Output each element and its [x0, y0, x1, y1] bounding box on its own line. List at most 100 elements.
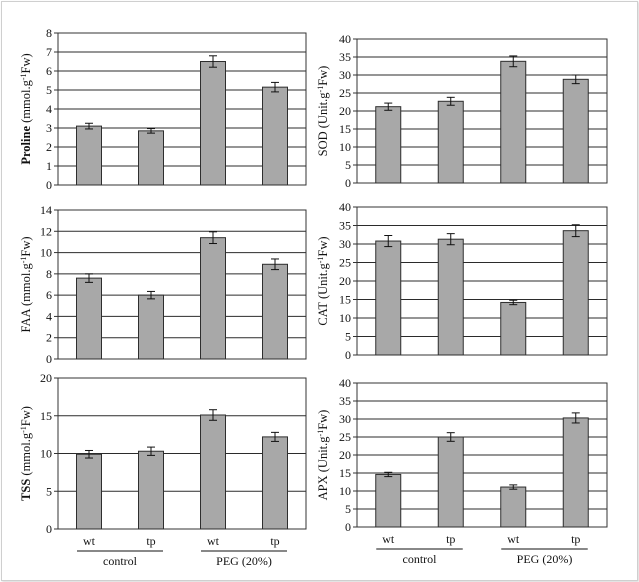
- y-tick-label: 4: [46, 309, 52, 323]
- bar: [375, 106, 402, 184]
- y-tick-label: 5: [345, 502, 351, 516]
- y-axis-label-unit: (mmol.g: [19, 263, 33, 310]
- y-tick-label: 8: [46, 26, 52, 40]
- y-tick-label: 10: [339, 484, 351, 498]
- plot-frame: [57, 209, 307, 360]
- bar: [500, 301, 527, 356]
- bar: [262, 86, 288, 186]
- y-tick-label: 10: [40, 246, 52, 260]
- y-tick-label: 2: [46, 140, 52, 154]
- y-axis-label-name: APX: [316, 475, 330, 500]
- bar: [500, 486, 527, 528]
- x-tick-label: wt: [507, 532, 520, 546]
- y-tick-label: 25: [339, 256, 351, 270]
- y-tick-label: 15: [339, 122, 351, 136]
- x-tick-label: wt: [83, 534, 96, 548]
- y-tick-label: 5: [345, 158, 351, 172]
- y-tick-label: 0: [46, 352, 52, 366]
- y-tick-label: 15: [339, 466, 351, 480]
- y-tick-label: 40: [339, 200, 351, 214]
- plot-frame: [356, 206, 608, 356]
- bar: [138, 130, 164, 186]
- bar: [200, 414, 226, 530]
- y-tick-label: 1: [46, 159, 52, 173]
- y-tick-label: 6: [46, 64, 52, 78]
- y-axis-label-unit: (Unit.g: [316, 263, 330, 303]
- y-tick-label: 25: [339, 430, 351, 444]
- y-tick-label: 6: [46, 288, 52, 302]
- x-tick-label: tp: [146, 534, 155, 548]
- y-tick-label: 20: [339, 274, 351, 288]
- y-axis-label: TSS (mmol.g-1Fw): [19, 406, 33, 501]
- y-axis-label-unit-end: Fw): [316, 236, 330, 256]
- chart-panel-5: 0 5 10 15 20 wt tp wt tp control PEG (20%) TSS (mmo…: [19, 371, 307, 568]
- bar: [562, 78, 589, 184]
- bar: [200, 237, 226, 360]
- y-tick-label: 0: [345, 348, 351, 362]
- bar: [500, 60, 527, 184]
- y-tick-label: 15: [40, 409, 52, 423]
- y-tick-label: 35: [339, 50, 351, 64]
- chart-panel-2: 0 5 10 15 20 25 30 35 40 SOD (Unit.g-1Fw): [316, 32, 608, 190]
- chart-panel-4: 0 5 10 15 20 25 30 35 40 CAT (Unit.g-1Fw): [316, 200, 608, 362]
- y-tick-label: 2: [46, 331, 52, 345]
- group-label-control: control: [103, 554, 138, 568]
- y-tick-label: 40: [339, 32, 351, 46]
- y-tick-label: 3: [46, 121, 52, 135]
- group-label-control: control: [403, 552, 438, 566]
- y-tick-label: 35: [339, 394, 351, 408]
- y-tick-label: 25: [339, 86, 351, 100]
- y-tick-label: 5: [345, 330, 351, 344]
- bar: [200, 61, 226, 186]
- bar: [76, 453, 102, 530]
- y-tick-label: 10: [40, 447, 52, 461]
- y-tick-label: 0: [46, 522, 52, 536]
- y-axis-label-unit-end: Fw): [19, 53, 33, 73]
- chart-panel-6: 0 5 10 15 20 25 30 35 40 wt tp wt tp control PEG (20%)…: [316, 376, 608, 566]
- y-tick-label: 20: [339, 448, 351, 462]
- bar: [562, 417, 589, 528]
- plot-frame: [57, 32, 307, 186]
- y-axis-label-name: TSS: [19, 479, 33, 501]
- y-axis-label-unit: (Unit.g: [316, 436, 330, 476]
- plot-frame: [356, 382, 608, 528]
- y-axis-label-name: Proline: [19, 126, 33, 165]
- y-axis-label-unit-end: Fw): [19, 236, 33, 256]
- x-tick-label: tp: [446, 532, 455, 546]
- chart-panel-1: 0 1 2 3 4 5 6 7 8 Proline (mmol.g-1Fw): [19, 26, 307, 192]
- y-tick-label: 30: [339, 412, 351, 426]
- chart-panel-3: 0 2 4 6 8 10 12 14 FAA (mmol.g-1Fw): [19, 203, 307, 366]
- y-tick-label: 20: [40, 371, 52, 385]
- y-tick-label: 20: [339, 104, 351, 118]
- bar: [437, 100, 464, 184]
- y-tick-label: 5: [46, 484, 52, 498]
- y-axis-label-sup: -1: [316, 86, 325, 93]
- bar: [138, 294, 164, 360]
- plot-frame: [356, 38, 608, 184]
- y-axis-label-name: SOD: [316, 131, 330, 156]
- plot-frame: [57, 377, 307, 530]
- group-label-peg: PEG (20%): [517, 552, 573, 566]
- bar: [76, 277, 102, 360]
- y-tick-label: 30: [339, 237, 351, 251]
- y-axis-label-unit-end: Fw): [316, 410, 330, 430]
- y-tick-label: 7: [46, 45, 52, 59]
- y-tick-label: 10: [339, 311, 351, 325]
- bar: [262, 263, 288, 360]
- bar: [76, 125, 102, 186]
- y-tick-label: 15: [339, 293, 351, 307]
- y-tick-label: 12: [40, 224, 52, 238]
- y-axis-label: FAA (mmol.g-1Fw): [19, 236, 33, 332]
- y-tick-label: 0: [345, 176, 351, 190]
- y-axis-label-name: CAT: [316, 302, 330, 326]
- y-tick-label: 4: [46, 102, 52, 116]
- y-axis-label-unit: (Unit.g: [316, 92, 330, 132]
- y-tick-label: 8: [46, 267, 52, 281]
- y-axis-label: Proline (mmol.g-1Fw): [19, 53, 33, 164]
- y-tick-label: 0: [46, 178, 52, 192]
- bar: [375, 240, 402, 356]
- bar: [262, 436, 288, 530]
- y-axis-label-unit-end: Fw): [19, 406, 33, 426]
